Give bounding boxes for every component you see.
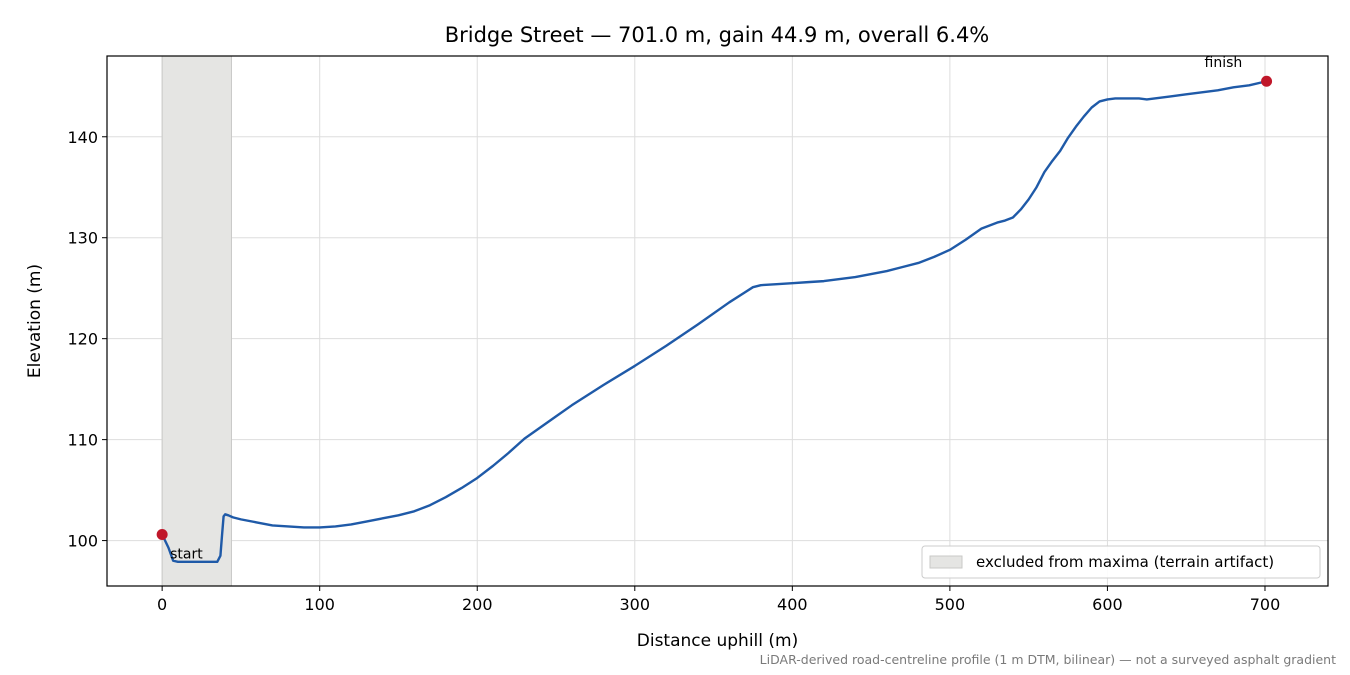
x-tick-label: 700 xyxy=(1250,595,1281,614)
y-tick-label: 120 xyxy=(67,330,98,349)
elevation-line xyxy=(160,80,1268,563)
x-tick-label: 500 xyxy=(935,595,966,614)
endpoint-markers: start finish xyxy=(156,55,1273,563)
footnote: LiDAR-derived road-centreline profile (1… xyxy=(760,652,1336,667)
x-tick-label: 200 xyxy=(462,595,493,614)
chart-title: Bridge Street — 701.0 m, gain 44.9 m, ov… xyxy=(445,23,990,47)
y-tick-label: 130 xyxy=(67,229,98,248)
plot-area xyxy=(107,56,1328,586)
x-axis-label: Distance uphill (m) xyxy=(637,631,798,651)
x-tick-label: 400 xyxy=(777,595,808,614)
excluded-region xyxy=(161,55,232,587)
finish-label: finish xyxy=(1205,55,1243,71)
y-axis-label: Elevation (m) xyxy=(25,264,45,378)
plot-frame xyxy=(106,55,1329,587)
start-marker xyxy=(156,529,168,541)
grid-lines xyxy=(107,56,1328,586)
x-tick-label: 300 xyxy=(620,595,651,614)
y-tick-label: 100 xyxy=(67,532,98,551)
finish-marker xyxy=(1261,75,1273,87)
legend-box xyxy=(921,545,1321,579)
y-axis-ticks: 100 110 120 130 140 xyxy=(67,128,107,551)
y-tick-label: 110 xyxy=(67,431,98,450)
x-tick-label: 600 xyxy=(1092,595,1123,614)
y-tick-label: 140 xyxy=(67,128,98,147)
x-axis-ticks: 0 100 200 300 400 500 600 700 xyxy=(157,586,1280,614)
start-label: start xyxy=(170,547,203,563)
legend-label: excluded from maxima (terrain artifact) xyxy=(976,553,1274,571)
legend-swatch xyxy=(929,555,963,569)
legend: excluded from maxima (terrain artifact) xyxy=(921,545,1321,579)
x-tick-label: 100 xyxy=(304,595,335,614)
x-tick-label: 0 xyxy=(157,595,167,614)
